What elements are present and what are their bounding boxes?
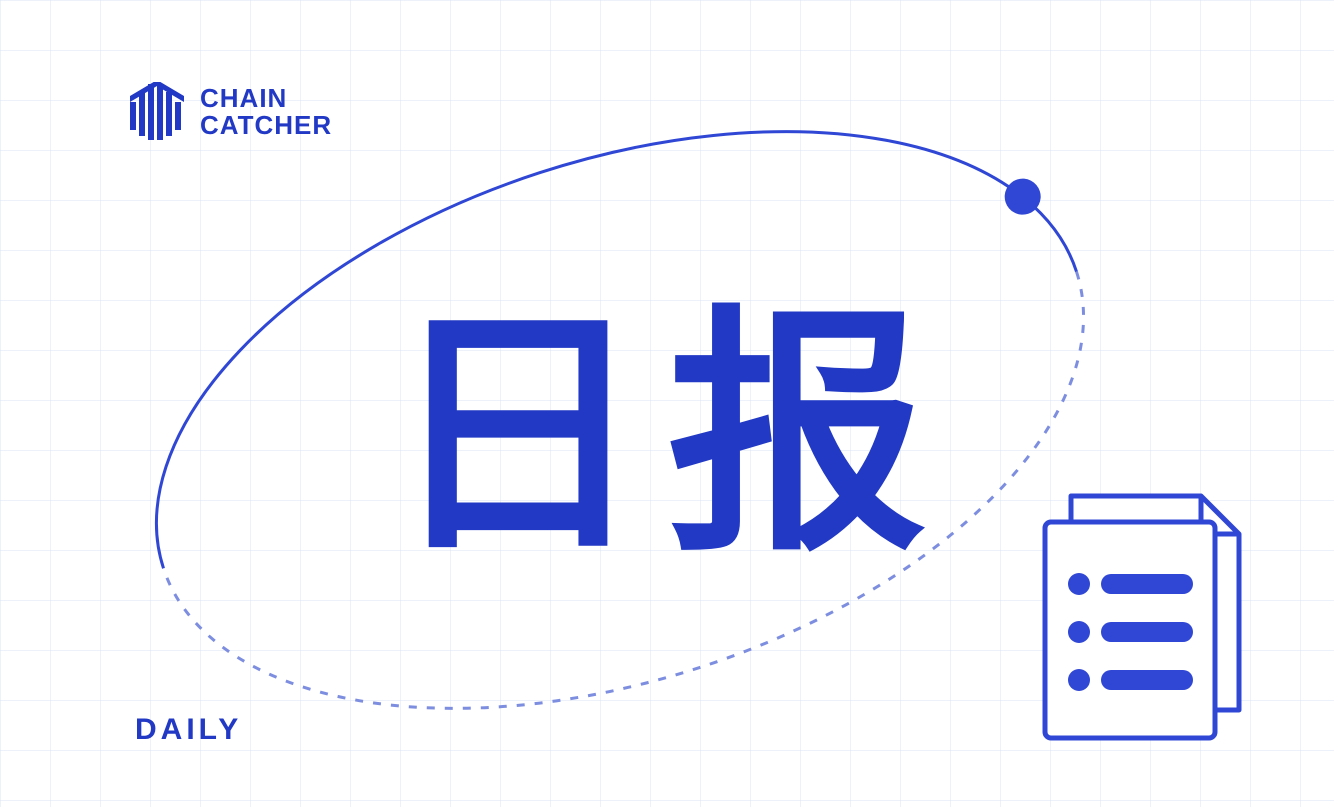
brand-logo-text: CHAIN CATCHER bbox=[200, 85, 332, 140]
brand-line2: CATCHER bbox=[200, 112, 332, 139]
brand-line1: CHAIN bbox=[200, 85, 332, 112]
daily-label: DAILY bbox=[135, 713, 242, 747]
chaincatcher-logo-icon bbox=[130, 82, 184, 142]
document-list-icon bbox=[1039, 492, 1249, 747]
brand-logo: CHAIN CATCHER bbox=[130, 82, 332, 142]
main-title: 日报 bbox=[387, 223, 947, 600]
